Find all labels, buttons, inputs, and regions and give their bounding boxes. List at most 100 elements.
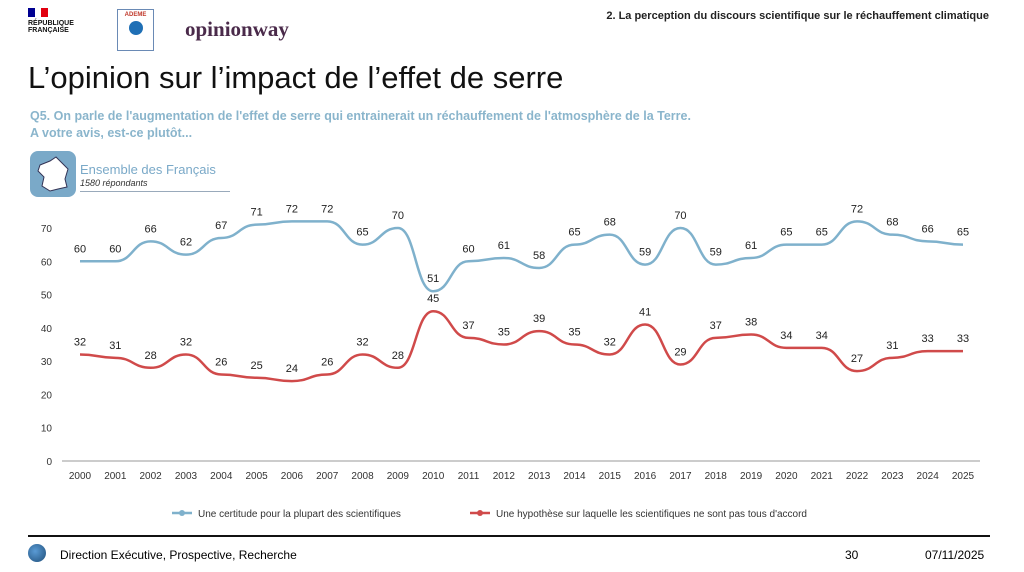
page-number: 30 [845, 548, 859, 562]
y-tick-label: 0 [46, 457, 52, 468]
data-label: 70 [392, 210, 404, 222]
x-tick-label: 2017 [669, 471, 692, 482]
data-label: 41 [639, 307, 651, 319]
x-tick-label: 2020 [775, 471, 798, 482]
data-label: 34 [816, 330, 828, 342]
data-label: 60 [74, 243, 86, 255]
data-label: 29 [674, 346, 686, 358]
data-label: 39 [533, 313, 545, 325]
data-label: 27 [851, 353, 863, 365]
data-label: 60 [109, 243, 121, 255]
x-tick-label: 2005 [245, 471, 268, 482]
legend-label: Une certitude pour la plupart des scient… [198, 509, 401, 520]
data-label: 32 [356, 336, 368, 348]
data-label: 32 [604, 336, 616, 348]
data-label: 61 [745, 240, 757, 252]
data-label: 31 [109, 340, 121, 352]
x-tick-label: 2024 [917, 471, 940, 482]
x-tick-label: 2004 [210, 471, 233, 482]
data-label: 26 [321, 356, 333, 368]
series-line-0 [79, 220, 964, 293]
data-label: 33 [922, 333, 934, 345]
x-tick-label: 2019 [740, 471, 763, 482]
logo-opinionway: opinionway [185, 17, 289, 41]
x-tick-label: 2001 [104, 471, 127, 482]
x-tick-label: 2013 [528, 471, 551, 482]
data-label: 35 [568, 327, 580, 339]
data-label: 25 [250, 360, 262, 372]
x-tick-label: 2016 [634, 471, 657, 482]
series-line-1 [79, 309, 963, 383]
data-label: 59 [710, 247, 722, 259]
line-chart: 0 10 20 30 40 50 60 70 2000 2001 2002 2003 2004 2005 2… [41, 203, 980, 520]
data-label: 62 [180, 237, 192, 249]
y-tick-label: 20 [41, 390, 53, 401]
x-tick-label: 2021 [811, 471, 834, 482]
data-label: 26 [215, 356, 227, 368]
data-label: 59 [639, 247, 651, 259]
x-tick-label: 2023 [881, 471, 904, 482]
section-title: 2. La perception du discours scientifiqu… [606, 10, 989, 22]
x-tick-label: 2003 [175, 471, 198, 482]
y-tick-label: 50 [41, 291, 53, 302]
data-label: 70 [674, 210, 686, 222]
data-label: 34 [780, 330, 792, 342]
y-tick-label: 60 [41, 257, 53, 268]
data-label: 72 [851, 203, 863, 215]
question-text: Q5. On parle de l'augmentation de l'effe… [30, 109, 691, 140]
data-label: 24 [286, 363, 298, 375]
x-tick-label: 2015 [599, 471, 622, 482]
x-tick-label: 2018 [705, 471, 728, 482]
y-tick-label: 40 [41, 324, 53, 335]
legend-label: Une hypothèse sur laquelle les scientifi… [496, 509, 807, 520]
data-label: 65 [780, 227, 792, 239]
data-label: 28 [392, 350, 404, 362]
data-label: 28 [145, 350, 157, 362]
data-label: 65 [568, 227, 580, 239]
data-label: 65 [816, 227, 828, 239]
data-label: 66 [922, 223, 934, 235]
footer-department: Direction Exécutive, Prospective, Recher… [60, 548, 297, 562]
data-label: 32 [180, 336, 192, 348]
logo-ademe: ADEME [117, 9, 154, 51]
y-tick-label: 30 [41, 357, 53, 368]
data-label: 61 [498, 240, 510, 252]
data-label: 66 [145, 223, 157, 235]
data-label: 65 [356, 227, 368, 239]
data-label: 72 [321, 203, 333, 215]
x-tick-label: 2014 [563, 471, 586, 482]
france-map-icon [30, 151, 76, 197]
data-label: 71 [250, 207, 262, 219]
x-tick-label: 2009 [387, 471, 410, 482]
data-label: 32 [74, 336, 86, 348]
data-label: 37 [710, 320, 722, 332]
x-tick-label: 2025 [952, 471, 975, 482]
data-label: 58 [533, 250, 545, 262]
data-label: 60 [462, 243, 474, 255]
data-label: 65 [957, 227, 969, 239]
data-label: 38 [745, 317, 757, 329]
data-label: 33 [957, 333, 969, 345]
data-label: 37 [462, 320, 474, 332]
divider [80, 191, 230, 192]
y-tick-label: 70 [41, 224, 53, 235]
data-label: 35 [498, 327, 510, 339]
x-tick-label: 2010 [422, 471, 445, 482]
data-label: 51 [427, 273, 439, 285]
footer-date: 07/11/2025 [925, 548, 985, 562]
x-tick-label: 2006 [281, 471, 304, 482]
globe-icon [28, 544, 46, 562]
x-tick-label: 2000 [69, 471, 92, 482]
population-label: Ensemble des Français [80, 162, 216, 177]
x-tick-label: 2011 [458, 471, 480, 482]
x-tick-label: 2007 [316, 471, 339, 482]
data-label: 31 [886, 340, 898, 352]
x-tick-label: 2022 [846, 471, 869, 482]
x-tick-label: 2008 [351, 471, 374, 482]
legend-marker [179, 510, 185, 516]
data-label: 72 [286, 203, 298, 215]
x-tick-label: 2002 [140, 471, 163, 482]
logo-republique: RÉPUBLIQUE FRANÇAISE [28, 8, 88, 34]
x-tick-label: 2012 [493, 471, 516, 482]
page-title: L’opinion sur l’impact de l’effet de ser… [28, 60, 564, 95]
